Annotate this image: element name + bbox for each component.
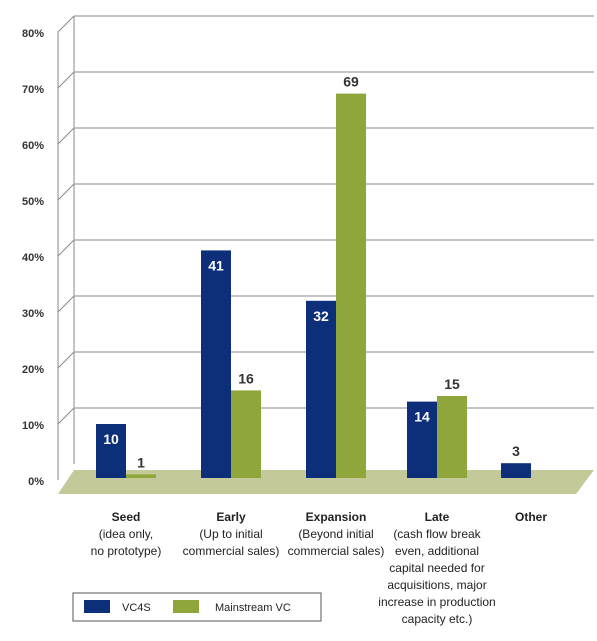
bar-mainstream-vc-early bbox=[231, 390, 261, 478]
y-tick-label: 50% bbox=[22, 196, 44, 208]
data-label: 3 bbox=[512, 443, 520, 459]
y-tick-label: 30% bbox=[22, 308, 44, 320]
gridline-depth bbox=[57, 295, 75, 313]
y-tick-label: 40% bbox=[22, 252, 44, 264]
gridline-depth bbox=[57, 183, 75, 201]
x-category-sublabel: commercial sales) bbox=[288, 544, 385, 558]
x-category-label: Seed bbox=[112, 510, 141, 524]
value-labels: 10 1 41 16 32 69 14 15 3 bbox=[103, 74, 520, 471]
bar-mainstream-vc-late bbox=[437, 396, 467, 478]
x-axis-labels: Seed (idea only, no prototype) Early (Up to … bbox=[91, 510, 548, 626]
data-label: 41 bbox=[208, 257, 224, 273]
data-label: 10 bbox=[103, 431, 119, 447]
x-category-sublabel: (Up to initial bbox=[199, 527, 262, 541]
x-category-sublabel: increase in production bbox=[378, 595, 495, 609]
legend-label-mainstream-vc: Mainstream VC bbox=[215, 602, 291, 614]
legend: VC4S Mainstream VC bbox=[72, 592, 322, 622]
y-tick-label: 0% bbox=[28, 476, 44, 488]
legend-swatch-vc4s bbox=[84, 600, 110, 613]
data-label: 32 bbox=[313, 308, 329, 324]
x-category-label: Expansion bbox=[306, 510, 367, 524]
y-axis: 0% 10% 20% 30% 40% 50% 60% 70% 80% bbox=[22, 28, 44, 488]
x-category-label: Other bbox=[515, 510, 547, 524]
y-tick-label: 60% bbox=[22, 140, 44, 152]
x-category-sublabel: capacity etc.) bbox=[402, 612, 473, 626]
gridline-depth bbox=[57, 127, 75, 145]
x-category-sublabel: (Beyond initial bbox=[298, 527, 373, 541]
gridline-depth bbox=[57, 239, 75, 257]
bars bbox=[96, 93, 531, 478]
bar-mainstream-vc-seed bbox=[126, 474, 156, 478]
x-category-sublabel: capital needed for bbox=[389, 561, 484, 575]
bar-vc4s-seed bbox=[96, 424, 126, 478]
x-category-label: Early bbox=[216, 510, 246, 524]
y-tick-label: 10% bbox=[22, 420, 44, 432]
bar-vc4s-late bbox=[407, 401, 437, 478]
y-tick-label: 70% bbox=[22, 84, 44, 96]
bar-mainstream-vc-expansion bbox=[336, 93, 366, 478]
y-tick-label: 80% bbox=[22, 28, 44, 40]
x-category-sublabel: no prototype) bbox=[91, 544, 162, 558]
x-category-sublabel: (idea only, bbox=[99, 527, 153, 541]
gridline-depth bbox=[57, 71, 75, 89]
data-label: 15 bbox=[444, 376, 460, 392]
bar-vc4s-other bbox=[501, 463, 531, 478]
bar-vc4s-early bbox=[201, 250, 231, 478]
x-category-sublabel: (cash flow break bbox=[393, 527, 481, 541]
gridline-depth bbox=[57, 15, 75, 33]
data-label: 14 bbox=[414, 409, 430, 425]
legend-label-vc4s: VC4S bbox=[122, 602, 151, 614]
gridline-depth bbox=[57, 351, 75, 369]
legend-swatch-mainstream-vc bbox=[173, 600, 199, 613]
data-label: 16 bbox=[238, 370, 254, 386]
x-category-sublabel: even, additional bbox=[395, 544, 479, 558]
x-category-label: Late bbox=[425, 510, 450, 524]
x-category-sublabel: acquisitions, major bbox=[387, 578, 486, 592]
x-category-sublabel: commercial sales) bbox=[183, 544, 280, 558]
bar-vc4s-expansion bbox=[306, 300, 336, 478]
data-label: 1 bbox=[137, 454, 145, 470]
data-label: 69 bbox=[343, 74, 359, 90]
gridline-depth bbox=[57, 407, 75, 425]
y-tick-label: 20% bbox=[22, 364, 44, 376]
